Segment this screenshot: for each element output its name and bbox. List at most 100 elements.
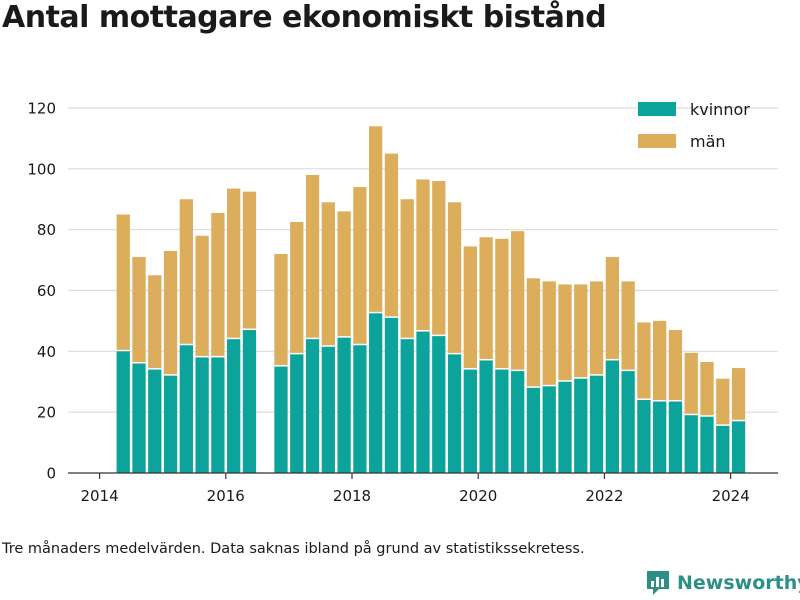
bar-man <box>274 254 288 366</box>
legend: kvinnor män <box>638 100 750 151</box>
bar-man <box>447 202 462 353</box>
bar-kvinnor <box>731 421 746 473</box>
bar-man <box>211 212 225 356</box>
bar-kvinnor <box>132 363 146 473</box>
bar-man <box>369 126 383 312</box>
x-tick-label: 2020 <box>459 487 497 505</box>
bar-man <box>558 284 572 381</box>
bar-man <box>605 257 619 359</box>
bar-man <box>227 188 241 338</box>
bar-man <box>132 257 146 362</box>
y-tick-label: 40 <box>37 343 56 361</box>
bar-man <box>653 320 667 401</box>
bar-kvinnor <box>416 331 430 473</box>
legend-label: män <box>690 132 726 151</box>
footnote: Tre månaders medelvärden. Data saknas ib… <box>2 541 585 557</box>
logo-chart-icon <box>647 571 669 595</box>
bar-man <box>416 179 430 331</box>
bar-man <box>337 211 351 337</box>
bar-man <box>668 330 683 401</box>
bar-kvinnor <box>305 339 320 473</box>
bar-man <box>163 250 178 375</box>
bar-kvinnor <box>400 339 414 473</box>
bar-kvinnor <box>463 369 477 473</box>
bar-kvinnor <box>447 354 462 473</box>
bar-kvinnor <box>526 387 541 473</box>
bar-kvinnor <box>384 317 399 473</box>
bar-kvinnor <box>605 360 619 473</box>
bar-kvinnor <box>195 357 209 473</box>
bar-man <box>321 202 335 346</box>
bar-kvinnor <box>589 375 604 473</box>
bar-man <box>305 174 320 338</box>
legend-swatch <box>638 102 676 116</box>
bar-kvinnor <box>148 369 162 473</box>
bar-man <box>621 281 635 370</box>
y-tick-label: 80 <box>37 221 56 239</box>
bar-man <box>495 238 509 369</box>
y-tick-label: 0 <box>46 465 56 483</box>
bar-man <box>195 235 209 356</box>
bar-man <box>290 222 304 353</box>
bar-kvinnor <box>668 401 683 473</box>
bar-kvinnor <box>511 371 525 473</box>
bar-man <box>479 237 493 359</box>
bar-kvinnor <box>432 336 446 473</box>
bar-kvinnor <box>479 360 493 473</box>
bar-man <box>116 214 130 350</box>
axes: 0 20 40 60 80 100 120 2014 2016 2018 2020 2022 2024 <box>27 100 778 505</box>
bar-man <box>684 352 698 414</box>
bar-kvinnor <box>353 345 367 473</box>
bar-man <box>148 275 162 369</box>
bar-man <box>463 246 477 369</box>
bar-kvinnor <box>716 425 730 473</box>
bars <box>116 126 746 473</box>
bar-kvinnor <box>274 366 288 473</box>
bar-kvinnor <box>179 345 193 473</box>
bar-man <box>353 187 367 344</box>
bar-kvinnor <box>700 416 714 473</box>
bar-man <box>179 199 193 344</box>
bar-man <box>511 231 525 370</box>
brand-name: Newsworthy <box>677 572 800 594</box>
bar-kvinnor <box>321 346 335 473</box>
y-tick-label: 100 <box>27 160 56 178</box>
bar-kvinnor <box>163 375 178 473</box>
bar-kvinnor <box>574 378 588 473</box>
bar-man <box>432 181 446 335</box>
bar-kvinnor <box>684 415 698 473</box>
newsworthy-logo: Newsworthy <box>645 569 800 597</box>
x-tick-label: 2014 <box>80 487 118 505</box>
bar-man <box>731 368 746 420</box>
bar-man <box>400 199 414 338</box>
bar-man <box>574 284 588 378</box>
bar-man <box>700 361 714 416</box>
bar-kvinnor <box>211 357 225 473</box>
x-tick-label: 2024 <box>712 487 750 505</box>
bar-kvinnor <box>495 369 509 473</box>
legend-label: kvinnor <box>690 100 750 119</box>
legend-swatch <box>638 134 676 148</box>
bar-kvinnor <box>337 337 351 473</box>
bar-man <box>384 153 399 317</box>
bar-kvinnor <box>653 401 667 473</box>
bar-man <box>526 278 541 387</box>
bar-man <box>242 191 257 329</box>
chart-title: Antal mottagare ekonomiskt bistånd <box>2 0 607 35</box>
x-tick-label: 2016 <box>207 487 245 505</box>
bar-man <box>716 378 730 425</box>
bar-kvinnor <box>290 354 304 473</box>
y-tick-label: 20 <box>37 404 56 422</box>
y-tick-label: 60 <box>37 282 56 300</box>
x-tick-label: 2018 <box>333 487 371 505</box>
bar-kvinnor <box>621 371 635 473</box>
bar-man <box>589 281 604 375</box>
bar-man <box>542 281 556 385</box>
bar-kvinnor <box>242 330 257 473</box>
bar-kvinnor <box>558 381 572 473</box>
bar-kvinnor <box>369 313 383 473</box>
bar-kvinnor <box>227 339 241 473</box>
bar-man <box>637 322 651 399</box>
bar-kvinnor <box>116 351 130 473</box>
